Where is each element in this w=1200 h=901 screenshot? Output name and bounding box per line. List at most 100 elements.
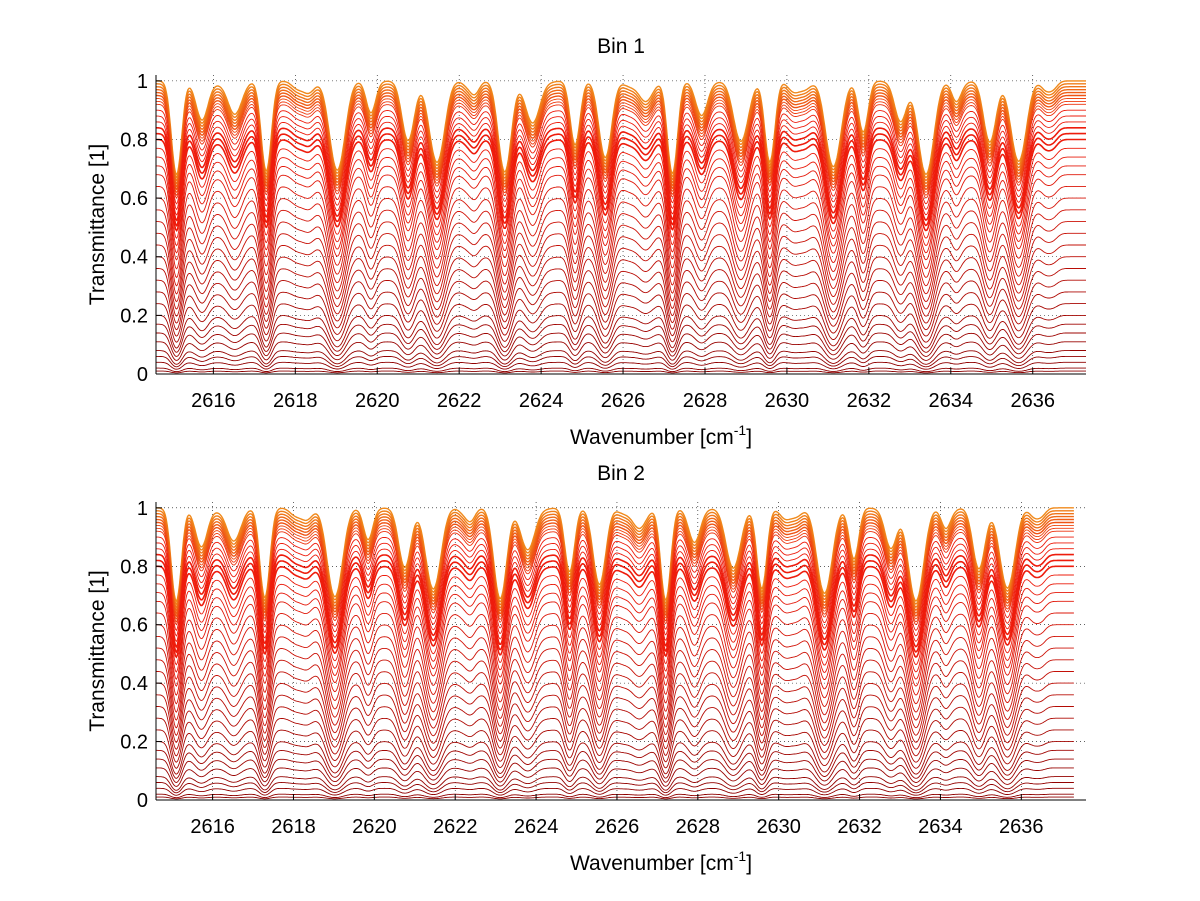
x-tick-label: 2628	[676, 816, 721, 838]
x-tick-label: 2632	[837, 816, 882, 838]
y-tick-label: 0	[137, 364, 148, 386]
series-line	[156, 536, 1074, 632]
x-tick-label: 2624	[514, 816, 559, 838]
x-tick-label: 2622	[433, 816, 478, 838]
series-line	[156, 109, 1086, 205]
chart-title: Bin 2	[597, 462, 645, 485]
series-line	[156, 127, 1086, 222]
x-tick-label: 2626	[601, 390, 646, 412]
chart-panel-bin-2: 2616 2618 2620 2622 2624 2626 2628 2630 2632 2634…	[86, 462, 1086, 875]
series-line	[156, 793, 1074, 799]
chart-title: Bin 1	[597, 35, 645, 58]
x-tick-label: 2620	[355, 390, 400, 412]
series-line	[156, 767, 1074, 787]
series-line	[156, 209, 1086, 287]
series-line	[156, 542, 1074, 637]
series-line	[156, 165, 1086, 254]
x-tick-label: 2634	[918, 816, 963, 838]
series-line	[156, 741, 1074, 775]
x-tick-label: 2634	[929, 390, 974, 412]
series-line	[156, 323, 1086, 353]
x-tick-label: 2630	[756, 816, 801, 838]
grid	[156, 75, 1086, 375]
x-tick-label: 2616	[190, 816, 235, 838]
series-line	[156, 291, 1086, 337]
series-line	[156, 717, 1074, 763]
y-axis-label: Transmittance [1]	[86, 144, 109, 305]
y-tick-label: 0.8	[120, 129, 148, 151]
series-line	[156, 350, 1086, 365]
series-line	[156, 185, 1086, 270]
x-tick-label: 2636	[999, 816, 1044, 838]
x-tick-label: 2618	[271, 816, 316, 838]
series-line	[156, 355, 1086, 368]
series-group	[155, 80, 1086, 375]
y-tick-label: 0.6	[120, 188, 148, 210]
series-line	[156, 729, 1074, 769]
series-line	[156, 565, 1074, 659]
series-line	[156, 341, 1086, 361]
series-line	[156, 592, 1074, 681]
x-tick-label: 2632	[847, 390, 892, 412]
y-tick-label: 0	[137, 790, 148, 812]
series-line	[156, 221, 1086, 295]
series-line	[155, 115, 1086, 211]
series-line	[156, 776, 1074, 791]
series-line	[156, 612, 1074, 696]
series-line	[155, 682, 1074, 744]
series-line	[155, 132, 1086, 227]
y-tick-label: 0.4	[120, 673, 148, 695]
y-tick-label: 0.2	[120, 305, 148, 327]
x-tick-label: 2630	[765, 390, 810, 412]
series-line	[156, 624, 1074, 705]
series-line	[156, 782, 1074, 794]
series-line	[156, 279, 1086, 331]
x-tick-label: 2620	[352, 816, 397, 838]
series-line	[156, 303, 1086, 343]
series-line	[156, 796, 1074, 800]
x-axis-label: Wavenumber [cm-1]	[570, 848, 752, 875]
series-line	[155, 600, 1074, 687]
x-tick-label: 2624	[519, 390, 564, 412]
series-line	[156, 530, 1074, 626]
series-line	[156, 138, 1086, 232]
series-line	[156, 694, 1074, 750]
series-line	[156, 647, 1074, 721]
x-tick-label: 2626	[595, 816, 640, 838]
series-line	[156, 147, 1086, 239]
series-line	[156, 548, 1074, 643]
y-tick-label: 1	[137, 498, 148, 520]
series-line	[156, 706, 1074, 757]
series-group	[155, 507, 1074, 801]
series-line	[156, 671, 1074, 736]
series-line	[156, 361, 1086, 370]
series-line	[156, 332, 1086, 357]
series-line	[156, 370, 1086, 374]
series-line	[156, 367, 1086, 373]
series-line	[156, 174, 1086, 261]
x-tick-label: 2628	[683, 390, 728, 412]
series-line	[155, 559, 1074, 654]
series-line	[156, 635, 1074, 713]
series-line	[156, 659, 1074, 729]
series-line	[156, 749, 1074, 779]
series-line	[156, 121, 1086, 216]
x-axis-label: Wavenumber [cm-1]	[570, 422, 752, 449]
x-tick-label: 2616	[191, 390, 236, 412]
chart-panel-bin-1: 2616 2618 2620 2622 2624 2626 2628 2630 2632 2634…	[86, 35, 1086, 449]
y-tick-label: 0.8	[120, 556, 148, 578]
series-line	[156, 156, 1086, 247]
series-line	[155, 574, 1074, 666]
series-line	[156, 787, 1074, 796]
series-line	[156, 256, 1086, 317]
y-tick-label: 0.4	[120, 247, 148, 269]
series-line	[156, 232, 1086, 303]
series-line	[156, 553, 1074, 649]
series-line	[156, 244, 1086, 310]
y-tick-label: 0.6	[120, 615, 148, 637]
series-line	[156, 314, 1086, 349]
series-line	[156, 268, 1086, 324]
series-line	[156, 583, 1074, 673]
series-line	[156, 197, 1086, 279]
